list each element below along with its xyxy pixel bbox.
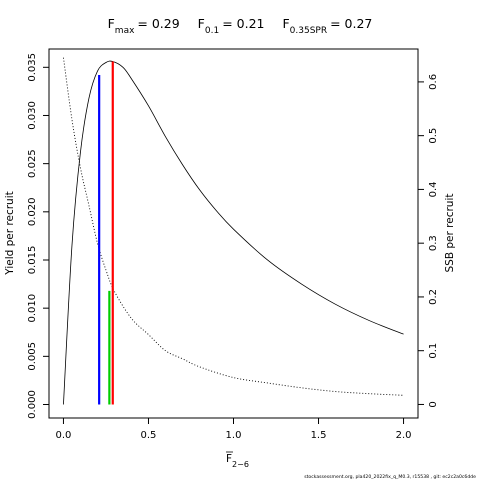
y2-tick-label: 0.1 (428, 343, 439, 359)
y-axis-label: Yield per recruit (4, 191, 16, 275)
y2-axis-label: SSB per recruit (444, 194, 456, 273)
y2-tick-label: 0.5 (428, 128, 439, 144)
y-tick-label: 0.025 (27, 149, 38, 178)
f01-letter: F (198, 16, 205, 31)
y2-tick-label: 0.3 (428, 235, 439, 251)
series-layer (63, 57, 404, 405)
x-tick-label: 0.5 (141, 430, 157, 441)
chart-title: Fmax = 0.29 F0.1 = 0.21 F0.35SPR = 0.27 (108, 16, 373, 36)
y-tick-label: 0.020 (27, 198, 38, 227)
f01-sub: 0.1 (205, 26, 219, 36)
f01-value: = 0.21 (222, 16, 264, 31)
x-axis-label: F2−6 (226, 451, 249, 469)
ssb-per-recruit-line (63, 57, 404, 396)
footnote: stockassessment.org, pla420_2022fix_q_M0… (304, 474, 476, 480)
x-tick-label: 0.0 (56, 430, 72, 441)
y2-tick-label: 0.2 (428, 289, 439, 305)
y-tick-label: 0.030 (27, 101, 38, 130)
fspr-value: = 0.27 (330, 16, 372, 31)
y-tick-label: 0.005 (27, 342, 38, 371)
x-tick-label: 2.0 (396, 430, 412, 441)
fspr-letter: F (282, 16, 289, 31)
fmax-sub: max (115, 26, 135, 36)
svg-text:F2−6: F2−6 (226, 453, 249, 469)
y-axis-right: 0 0.1 0.2 0.3 0.4 0.5 0.6 (417, 74, 439, 408)
y-tick-label: 0.000 (27, 390, 38, 419)
fspr-sub: 0.35SPR (290, 26, 327, 36)
y-tick-label: 0.035 (27, 53, 38, 82)
plot-frame (48, 48, 419, 419)
x-tick-label: 1.5 (311, 430, 327, 441)
reference-lines (98, 61, 114, 405)
fmax-value: = 0.29 (137, 16, 179, 31)
fmax-letter: F (108, 16, 115, 31)
y-tick-label: 0.010 (27, 294, 38, 323)
x-tick-label: 1.0 (226, 430, 242, 441)
x-axis-label-sub: 2−6 (232, 460, 249, 469)
yield-per-recruit-line (63, 60, 404, 405)
y2-tick-label: 0 (428, 401, 439, 407)
x-axis: 0.0 0.5 1.0 1.5 2.0 (56, 417, 412, 441)
x-axis-label-main: F (226, 453, 232, 465)
y2-tick-label: 0.6 (428, 74, 439, 90)
y-tick-label: 0.015 (27, 246, 38, 275)
y-axis-left: 0.000 0.005 0.010 0.015 0.020 0.025 0.030 0.035 (27, 53, 50, 419)
y2-tick-label: 0.4 (428, 181, 439, 197)
